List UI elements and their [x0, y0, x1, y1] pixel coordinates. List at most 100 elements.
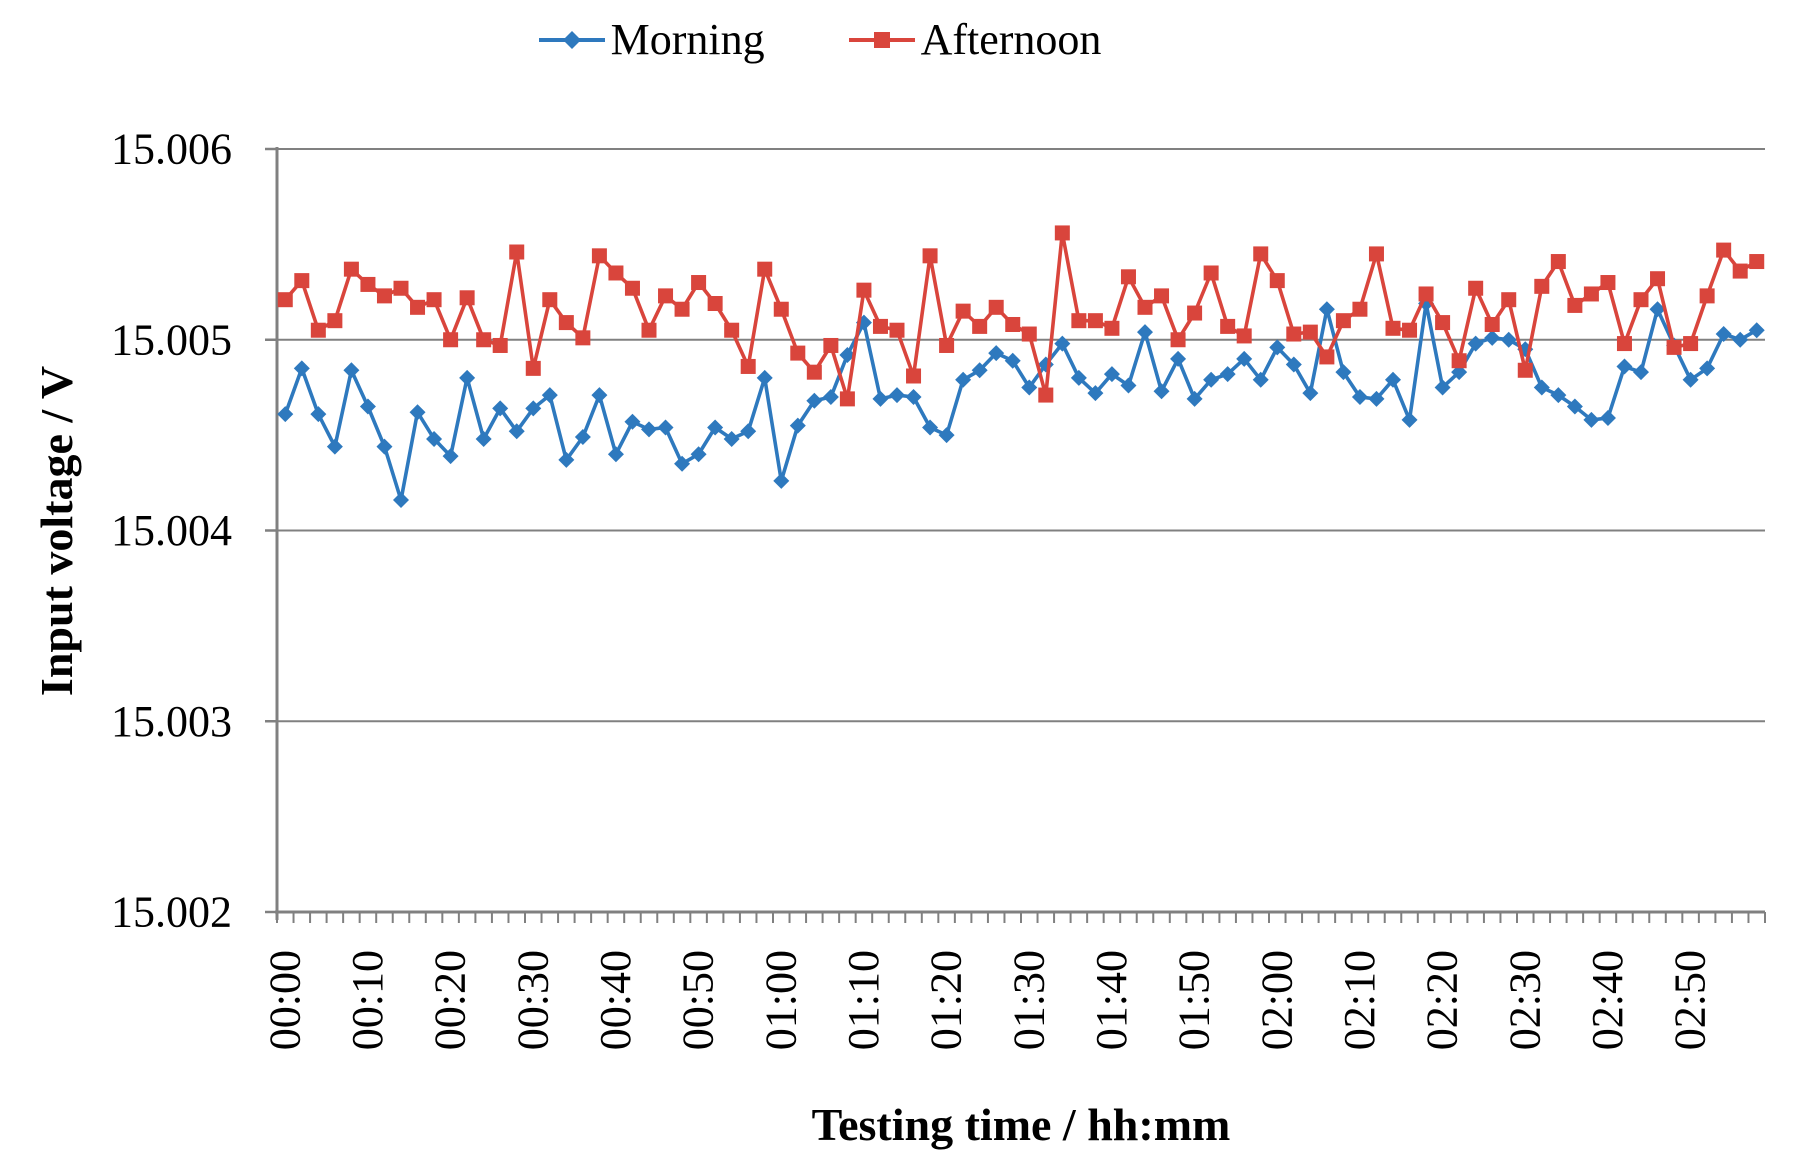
morning-data-point: [971, 362, 988, 379]
y-tick-label: 15.005: [111, 315, 232, 364]
morning-data-point: [1732, 331, 1749, 348]
morning-data-point: [1699, 360, 1716, 377]
morning-data-point: [1682, 371, 1699, 388]
x-tick-label: 02:40: [1583, 950, 1632, 1050]
morning-data-point: [1269, 339, 1286, 356]
afternoon-data-point: [790, 345, 806, 361]
afternoon-data-point: [294, 273, 310, 289]
afternoon-data-point: [591, 248, 607, 264]
morning-data-point: [1583, 411, 1600, 428]
afternoon-data-point: [939, 337, 955, 353]
morning-data-point: [1302, 385, 1319, 402]
afternoon-data-point: [1187, 305, 1203, 321]
morning-data-point: [1715, 326, 1732, 343]
y-axis-title: Input voltage / V: [31, 366, 82, 696]
morning-data-point: [756, 369, 773, 386]
morning-data-point: [707, 419, 724, 436]
morning-data-point: [905, 388, 922, 405]
afternoon-data-point: [1302, 324, 1318, 340]
afternoon-data-point: [1501, 292, 1517, 308]
afternoon-data-point: [1087, 313, 1103, 329]
afternoon-data-point: [1616, 336, 1632, 352]
afternoon-data-point: [1600, 275, 1616, 291]
afternoon-data-point: [310, 322, 326, 338]
afternoon-data-point: [1385, 320, 1401, 336]
afternoon-data-point: [955, 303, 971, 319]
morning-data-point: [508, 423, 525, 440]
morning-data-point: [1533, 379, 1550, 396]
morning-data-point: [938, 427, 955, 444]
morning-data-point: [1153, 383, 1170, 400]
morning-data-point: [376, 438, 393, 455]
morning-data-point: [1500, 331, 1517, 348]
morning-data-point: [1120, 377, 1137, 394]
morning-data-point: [624, 413, 641, 430]
x-tick-label: 02:50: [1666, 950, 1715, 1050]
afternoon-data-point: [1005, 316, 1021, 332]
morning-data-point: [740, 423, 757, 440]
morning-data-point: [1566, 398, 1583, 415]
afternoon-data-point: [839, 391, 855, 407]
morning-data-point: [1467, 335, 1484, 352]
afternoon-data-point: [1054, 225, 1070, 241]
morning-data-point: [393, 491, 409, 508]
morning-data-point: [872, 390, 889, 407]
afternoon-data-point: [360, 276, 376, 292]
afternoon-data-point: [327, 313, 343, 329]
x-axis-ticks: [276, 912, 1766, 923]
morning-data-point: [1484, 329, 1501, 346]
morning-data-point: [789, 417, 806, 434]
afternoon-data-point: [624, 280, 640, 296]
y-tick-label: 15.004: [111, 506, 232, 555]
x-tick-label: 02:10: [1335, 950, 1384, 1050]
morning-data-point: [1599, 409, 1616, 426]
morning-data-point: [773, 472, 790, 489]
afternoon-data-point: [376, 288, 392, 304]
afternoon-data-point: [1468, 280, 1484, 296]
x-tick-label: 00:30: [508, 950, 557, 1050]
morning-data-point: [1186, 390, 1203, 407]
afternoon-data-point: [1071, 313, 1087, 329]
morning-data-point: [1318, 301, 1335, 318]
afternoon-data-point: [1683, 336, 1699, 352]
afternoon-data-point: [674, 301, 690, 317]
afternoon-data-point: [872, 318, 888, 334]
morning-data-point: [442, 448, 459, 465]
afternoon-data-point: [575, 330, 591, 346]
x-tick-label: 02:30: [1500, 950, 1549, 1050]
afternoon-data-point: [525, 360, 541, 376]
morning-data-point: [1219, 366, 1236, 383]
y-tick-label: 15.006: [111, 125, 232, 174]
morning-data-point: [541, 387, 558, 404]
afternoon-data-point: [906, 368, 922, 384]
afternoon-data-point: [922, 248, 938, 264]
afternoon-data-point: [773, 301, 789, 317]
x-tick-label: 01:30: [1004, 950, 1053, 1050]
morning-data-point: [293, 360, 310, 377]
morning-data-point: [806, 392, 823, 409]
morning-data-point: [1087, 385, 1104, 402]
morning-data-point: [426, 430, 443, 447]
morning-data-point: [889, 387, 905, 404]
afternoon-data-point: [691, 275, 707, 291]
afternoon-data-point: [823, 337, 839, 353]
afternoon-data-point: [492, 337, 508, 353]
x-tick-label: 01:50: [1170, 950, 1219, 1050]
morning-data-point: [1616, 358, 1633, 375]
afternoon-data-point: [509, 244, 525, 260]
x-tick-label: 01:40: [1087, 950, 1136, 1050]
afternoon-data-point: [972, 318, 988, 334]
morning-data-point: [674, 455, 691, 472]
morning-data-point: [1401, 411, 1418, 428]
morning-data-point: [1748, 322, 1765, 339]
afternoon-data-point: [1732, 263, 1748, 279]
morning-data-point: [459, 369, 476, 386]
morning-data-point: [690, 446, 707, 463]
y-axis-tick-labels: 15.002 15.003 15.004 15.005 15.006: [111, 125, 232, 937]
morning-data-point: [1054, 335, 1071, 352]
afternoon-data-point: [459, 290, 475, 306]
afternoon-data-point: [1236, 328, 1252, 344]
morning-data-point: [558, 451, 575, 468]
y-tick-label: 15.002: [111, 888, 232, 937]
